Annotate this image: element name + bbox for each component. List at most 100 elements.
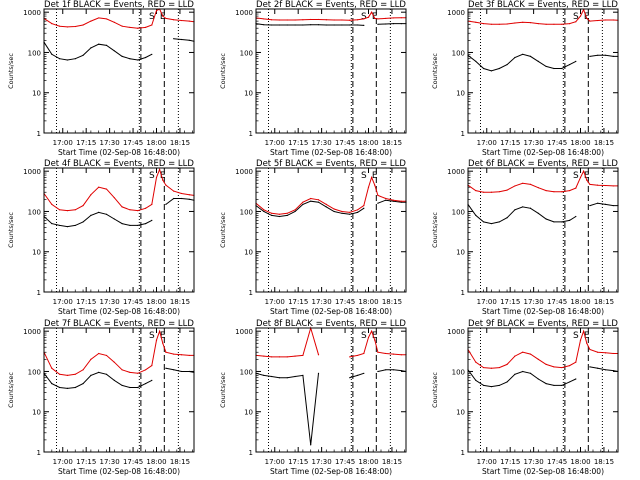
lld-point: [583, 170, 585, 172]
y-axis-label: Counts/sec: [431, 53, 439, 89]
events-series-line: [467, 366, 619, 388]
events-point: [604, 369, 607, 371]
plot-frame: [255, 327, 407, 453]
events-point: [310, 24, 312, 26]
x-tick-label: 17:45: [335, 298, 355, 306]
x-tick-label: 18:15: [594, 139, 614, 147]
lld-point: [545, 363, 547, 365]
events-point: [105, 213, 108, 215]
y-axis-label: Counts/sec: [219, 372, 227, 408]
x-tick-label: 18:15: [382, 298, 402, 306]
lld-series-line: [467, 169, 618, 193]
x-axis-label: Start Time (02-Sep-08 16:48:00): [270, 307, 392, 316]
end-marker: E: [372, 171, 378, 181]
y-tick-label: 1: [461, 289, 465, 297]
x-axis-label: Start Time (02-Sep-08 16:48:00): [58, 307, 180, 316]
x-tick-label: 17:30: [100, 298, 120, 306]
x-tick-label: 17:00: [477, 139, 497, 147]
lld-point: [294, 355, 296, 357]
lld-point: [74, 25, 76, 28]
events-point: [490, 222, 493, 225]
lld-point: [98, 17, 100, 19]
y-tick-label: 1: [461, 449, 465, 457]
x-tick-label: 17:00: [53, 298, 73, 306]
lld-point: [66, 374, 69, 376]
x-tick-label: 17:00: [53, 139, 73, 147]
lld-point: [604, 184, 607, 187]
events-point: [98, 371, 100, 373]
lld-point: [363, 204, 365, 207]
x-tick-label: 17:45: [123, 139, 143, 147]
lld-point: [162, 342, 164, 344]
lld-point: [98, 186, 100, 188]
lld-point: [586, 179, 588, 181]
y-tick-label: 1: [37, 449, 41, 457]
y-tick-label: 10: [244, 249, 253, 257]
plot-frame: [43, 8, 195, 134]
y-tick-label: 1000: [447, 168, 465, 176]
events-point: [151, 53, 153, 55]
events-point: [51, 53, 53, 55]
lld-point: [475, 361, 477, 363]
x-tick-label: 17:30: [312, 298, 332, 306]
events-point: [98, 211, 100, 213]
end-marker: E: [372, 331, 378, 341]
x-tick-label: 17:15: [500, 139, 520, 147]
lld-point: [475, 189, 477, 192]
panel-title: Det 6f BLACK = Events, RED = LLD: [468, 159, 618, 169]
events-point: [90, 214, 92, 216]
end-marker: E: [160, 12, 166, 22]
y-tick-label: 10: [32, 409, 41, 417]
y-tick-label: 10: [244, 409, 253, 417]
lld-point: [180, 192, 183, 195]
lld-point: [553, 366, 555, 368]
lld-point: [597, 351, 599, 353]
events-point: [294, 24, 296, 26]
events-point: [188, 370, 190, 373]
start-marker: S: [573, 171, 579, 181]
x-tick-label: 17:15: [288, 458, 308, 466]
events-point: [90, 374, 92, 376]
lld-point: [367, 336, 370, 339]
lld-point: [294, 209, 296, 211]
events-point: [349, 24, 351, 26]
lld-point: [374, 184, 376, 186]
events-point: [377, 370, 379, 373]
lld-point: [522, 21, 524, 23]
lld-point: [173, 19, 175, 21]
events-point: [349, 377, 351, 379]
lld-point: [294, 19, 296, 21]
lld-point: [367, 186, 370, 188]
end-marker: E: [160, 171, 166, 181]
y-tick-label: 100: [452, 49, 465, 57]
events-point: [490, 386, 493, 388]
lld-point: [371, 176, 373, 179]
events-point: [514, 56, 516, 59]
lld-point: [162, 179, 164, 181]
events-series-line: [255, 23, 406, 26]
lld-point: [589, 20, 591, 22]
x-tick-label: 18:00: [570, 458, 590, 466]
lld-point: [506, 363, 508, 365]
lld-point: [514, 22, 516, 24]
x-tick-label: 18:15: [382, 458, 402, 466]
events-point: [575, 60, 577, 62]
panel-title: Det 9f BLACK = Events, RED = LLD: [468, 319, 618, 329]
events-point: [612, 204, 614, 207]
events-series-line: [255, 369, 407, 445]
lld-point: [66, 26, 69, 28]
y-tick-label: 1000: [235, 168, 253, 176]
plot-frame: [43, 167, 195, 293]
x-tick-label: 17:00: [477, 458, 497, 466]
y-tick-label: 100: [28, 368, 41, 376]
events-point: [400, 201, 402, 203]
lld-point: [506, 189, 508, 191]
x-tick-label: 17:45: [123, 298, 143, 306]
events-point: [151, 219, 153, 221]
lld-point: [180, 19, 183, 22]
y-tick-label: 1: [461, 130, 465, 138]
lld-point: [325, 203, 327, 205]
events-point: [180, 370, 183, 373]
y-tick-label: 1: [37, 289, 41, 297]
events-point: [356, 211, 359, 213]
